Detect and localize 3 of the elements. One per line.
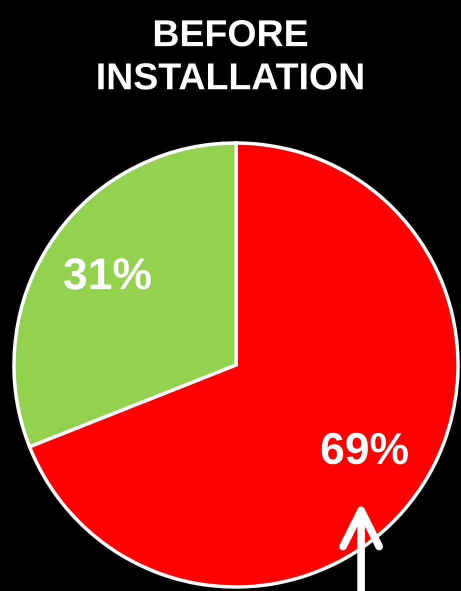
chart-title: BEFORE INSTALLATION xyxy=(98,20,363,90)
data-label: 31% xyxy=(64,258,151,290)
data-label: 69% xyxy=(322,432,408,464)
